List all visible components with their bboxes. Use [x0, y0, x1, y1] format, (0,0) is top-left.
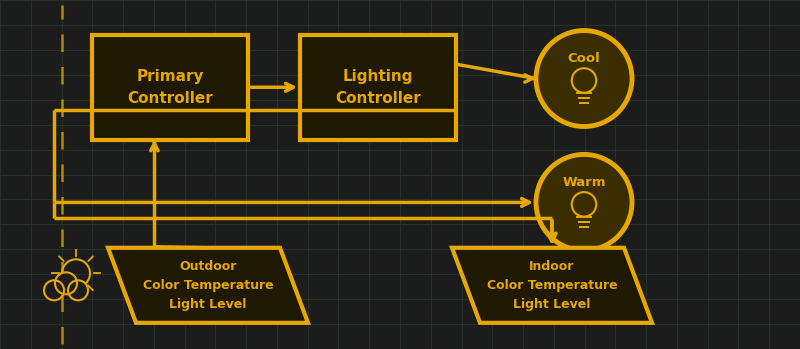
Circle shape: [536, 154, 632, 251]
Text: Warm: Warm: [562, 176, 606, 189]
Polygon shape: [452, 248, 652, 323]
Circle shape: [44, 280, 64, 300]
Bar: [300, 35, 456, 140]
Bar: [92, 35, 248, 140]
Text: Cool: Cool: [568, 52, 600, 65]
Circle shape: [55, 272, 77, 294]
Text: Primary
Controller: Primary Controller: [127, 69, 213, 106]
Text: Indoor
Color Temperature
Light Level: Indoor Color Temperature Light Level: [486, 260, 618, 311]
Circle shape: [68, 280, 88, 300]
Circle shape: [536, 30, 632, 127]
Text: Lighting
Controller: Lighting Controller: [335, 69, 421, 106]
Polygon shape: [108, 248, 308, 323]
Text: Outdoor
Color Temperature
Light Level: Outdoor Color Temperature Light Level: [142, 260, 274, 311]
